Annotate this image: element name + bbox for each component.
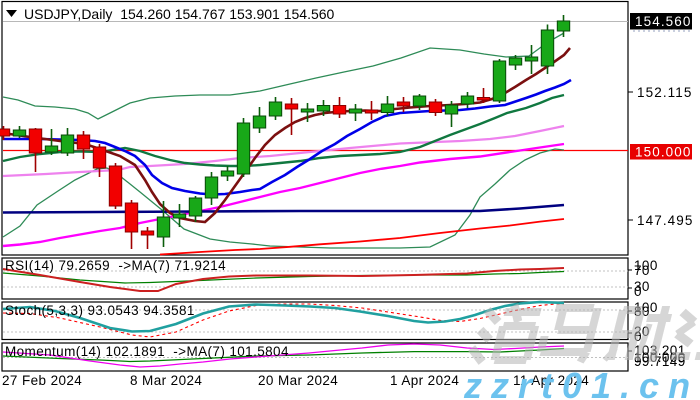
svg-text:30: 30	[634, 279, 650, 294]
svg-text:150.000: 150.000	[635, 145, 692, 160]
svg-text:100: 100	[634, 258, 658, 273]
svg-text:152.115: 152.115	[637, 85, 693, 100]
svg-text:8 Mar 2024: 8 Mar 2024	[130, 373, 202, 388]
svg-text:RSI(14) 79.2659 ->MA(7) 71.92: RSI(14) 79.2659 ->MA(7) 71.9214	[5, 258, 226, 273]
svg-text:Momentum(14) 102.1891 ->MA(7): Momentum(14) 102.1891 ->MA(7) 101.5804	[5, 344, 289, 359]
svg-text:27 Feb 2024: 27 Feb 2024	[2, 373, 82, 388]
svg-text:147.495: 147.495	[637, 213, 694, 228]
svg-text:Stoch(5,3,3) 93.0543 94.3581: Stoch(5,3,3) 93.0543 94.3581	[5, 303, 195, 318]
svg-text:USDJPY,Daily 154.260 154.767: USDJPY,Daily 154.260 154.767 153.901 154…	[24, 6, 335, 22]
svg-text:zzrt01.cn: zzrt01.cn	[463, 365, 699, 400]
svg-text:70: 70	[634, 263, 650, 278]
svg-text:11 Apr 2024: 11 Apr 2024	[513, 373, 589, 388]
svg-text:154.560: 154.560	[635, 14, 692, 29]
svg-text:0: 0	[634, 284, 642, 299]
svg-text:1 Apr 2024: 1 Apr 2024	[390, 373, 459, 388]
svg-text:20 Mar 2024: 20 Mar 2024	[258, 373, 338, 388]
